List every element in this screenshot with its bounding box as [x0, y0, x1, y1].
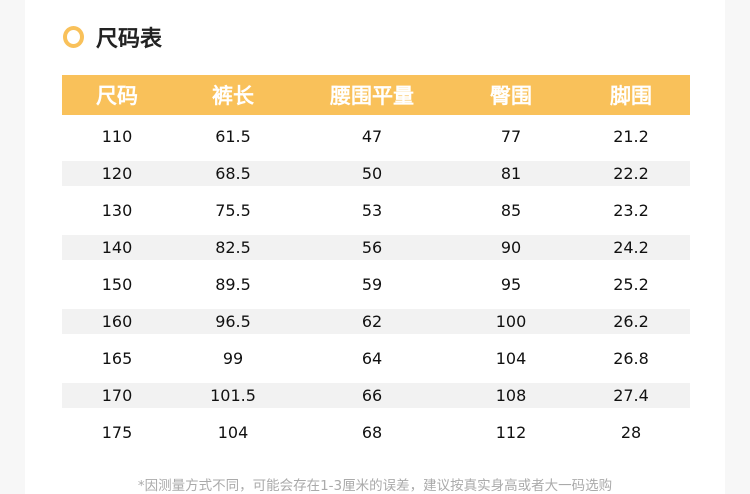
table-cell: 96.5 [215, 312, 251, 331]
table-body: 110 61.5 47 77 21.2 120 68.5 50 81 22.2 130 75.5 53 8… [62, 118, 690, 451]
measurement-note: *因测量方式不同，可能会存在1-3厘米的误差，建议按真实身高或者大一码选购 [137, 478, 613, 494]
table-cell: 23.2 [613, 201, 649, 220]
table-cell: 100 [495, 312, 527, 331]
table-row: 170 101.5 66 108 27.4 [62, 377, 690, 414]
table-cell: 25.2 [613, 275, 649, 294]
table-cell: 28 [620, 423, 642, 442]
table-row: 120 68.5 50 81 22.2 [62, 155, 690, 192]
table-cell: 62 [361, 312, 383, 331]
table-cell: 104 [217, 423, 249, 442]
table-cell: 26.8 [613, 349, 649, 368]
table-cell: 89.5 [215, 275, 251, 294]
table-cell: 27.4 [613, 386, 649, 405]
table-cell: 150 [101, 275, 133, 294]
table-cell: 110 [101, 127, 133, 146]
column-header: 脚围 [610, 84, 652, 108]
table-cell: 47 [361, 127, 383, 146]
table-cell: 81 [500, 164, 522, 183]
table-cell: 90 [500, 238, 522, 257]
table-cell: 68 [361, 423, 383, 442]
table-cell: 56 [361, 238, 383, 257]
table-row: 165 99 64 104 26.8 [62, 340, 690, 377]
table-cell: 77 [500, 127, 522, 146]
table-header: 尺码 裤长 腰围平量 臀围 脚围 [62, 75, 690, 115]
table-cell: 101.5 [210, 386, 256, 405]
table-cell: 68.5 [215, 164, 251, 183]
column-header: 裤长 [212, 84, 254, 108]
section-header: 尺码表 [63, 22, 162, 52]
table-cell: 82.5 [215, 238, 251, 257]
column-header: 臀围 [490, 84, 532, 108]
table-cell: 26.2 [613, 312, 649, 331]
table-cell: 61.5 [215, 127, 251, 146]
table-cell: 85 [500, 201, 522, 220]
table-row: 110 61.5 47 77 21.2 [62, 118, 690, 155]
table-cell: 50 [361, 164, 383, 183]
table-cell: 59 [361, 275, 383, 294]
table-cell: 104 [495, 349, 527, 368]
size-table: 尺码 裤长 腰围平量 臀围 脚围 110 61.5 47 77 21.2 120 68.5 50 81 2… [62, 75, 690, 451]
table-cell: 53 [361, 201, 383, 220]
table-cell: 66 [361, 386, 383, 405]
table-cell: 21.2 [613, 127, 649, 146]
table-cell: 165 [101, 349, 133, 368]
table-cell: 108 [495, 386, 527, 405]
column-header: 腰围平量 [330, 84, 414, 108]
table-cell: 120 [101, 164, 133, 183]
table-row: 150 89.5 59 95 25.2 [62, 266, 690, 303]
table-cell: 130 [101, 201, 133, 220]
table-cell: 160 [101, 312, 133, 331]
table-cell: 95 [500, 275, 522, 294]
table-cell: 75.5 [215, 201, 251, 220]
table-cell: 140 [101, 238, 133, 257]
column-header: 尺码 [96, 84, 138, 108]
table-row: 175 104 68 112 28 [62, 414, 690, 451]
table-row: 160 96.5 62 100 26.2 [62, 303, 690, 340]
table-row: 130 75.5 53 85 23.2 [62, 192, 690, 229]
table-cell: 175 [101, 423, 133, 442]
ring-icon [63, 26, 84, 48]
table-cell: 112 [495, 423, 527, 442]
table-cell: 64 [361, 349, 383, 368]
table-cell: 99 [222, 349, 244, 368]
table-cell: 170 [101, 386, 133, 405]
section-title: 尺码表 [96, 27, 163, 52]
table-cell: 24.2 [613, 238, 649, 257]
table-row: 140 82.5 56 90 24.2 [62, 229, 690, 266]
table-cell: 22.2 [613, 164, 649, 183]
